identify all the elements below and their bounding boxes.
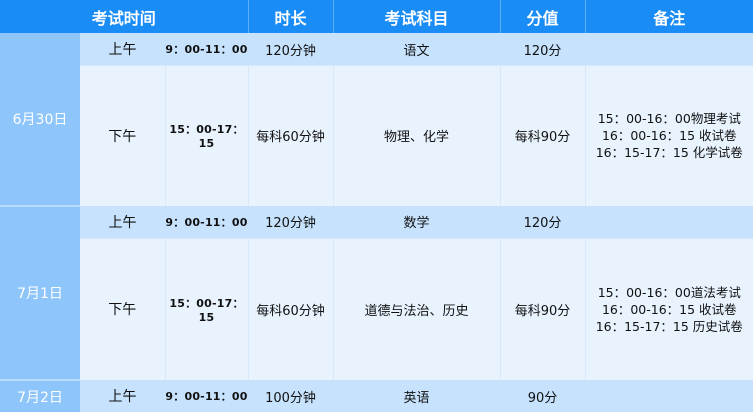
time-cell: 9：00-11：00 bbox=[165, 205, 249, 238]
table-row: 7月2日 上午 9：00-11：00 100分钟 英语 90分 bbox=[0, 380, 753, 412]
table-row: 7月1日 上午 9：00-11：00 120分钟 数学 120分 bbox=[0, 205, 753, 381]
note-line: 16：15-17：15 历史试卷 bbox=[595, 318, 743, 334]
note-line: 16：15-17：15 化学试卷 bbox=[595, 145, 743, 161]
note-line: 16：00-16：15 收试卷 bbox=[601, 301, 737, 317]
note-line: 15：00-16：00物理考试 bbox=[597, 111, 741, 127]
notes-cell bbox=[585, 33, 753, 66]
header-row: 考试时间 时长 考试科目 分值 备注 bbox=[0, 0, 753, 33]
table-row: 下午 15：00-17：15 每科60分钟 道德与法治、历史 每科90分 15：… bbox=[0, 237, 753, 380]
session-cell: 上午 bbox=[80, 33, 165, 66]
score-cell: 90分 bbox=[500, 380, 586, 412]
duration-cell: 每科60分钟 bbox=[247, 237, 334, 380]
time-cell: 9：00-11：00 bbox=[165, 380, 249, 412]
subject-cell: 物理、化学 bbox=[332, 65, 501, 206]
session-cell: 下午 bbox=[80, 65, 165, 206]
date-cell: 7月2日 bbox=[0, 380, 80, 412]
session-cell: 上午 bbox=[80, 380, 165, 412]
session-cell: 上午 bbox=[80, 205, 165, 238]
date-cell: 7月1日 bbox=[0, 205, 80, 381]
notes-cell bbox=[585, 205, 753, 238]
duration-cell: 120分钟 bbox=[248, 33, 334, 66]
subject-cell: 数学 bbox=[333, 205, 501, 238]
time-cell: 9：00-11：00 bbox=[165, 33, 249, 66]
score-cell: 120分 bbox=[500, 33, 586, 66]
duration-cell: 120分钟 bbox=[248, 205, 334, 238]
note-line: 15：00-16：00道法考试 bbox=[597, 284, 741, 300]
subject-cell: 英语 bbox=[333, 380, 501, 412]
duration-cell: 100分钟 bbox=[248, 380, 334, 412]
score-cell: 每科90分 bbox=[499, 65, 586, 206]
subject-cell: 语文 bbox=[333, 33, 501, 66]
header-subject: 考试科目 bbox=[332, 0, 501, 33]
header-notes: 备注 bbox=[584, 0, 753, 33]
table-row: 6月30日 上午 9：00-11：00 120分钟 语文 120分 bbox=[0, 33, 753, 207]
date-cell: 6月30日 bbox=[0, 33, 80, 207]
header-score: 分值 bbox=[499, 0, 586, 33]
session-cell: 下午 bbox=[80, 237, 165, 380]
subject-cell: 道德与法治、历史 bbox=[332, 237, 501, 380]
notes-cell: 15：00-16：00物理考试 16：00-16：15 收试卷 16：15-17… bbox=[584, 65, 753, 206]
header-duration: 时长 bbox=[247, 0, 334, 33]
note-line: 16：00-16：15 收试卷 bbox=[601, 128, 737, 144]
notes-cell bbox=[585, 380, 753, 412]
header-exam-time: 考试时间 bbox=[0, 0, 249, 33]
time-cell: 15：00-17：15 bbox=[164, 237, 249, 380]
notes-cell: 15：00-16：00道法考试 16：00-16：15 收试卷 16：15-17… bbox=[584, 237, 753, 380]
table-row: 下午 15：00-17：15 每科60分钟 物理、化学 每科90分 15：00-… bbox=[0, 65, 753, 206]
duration-cell: 每科60分钟 bbox=[247, 65, 334, 206]
score-cell: 每科90分 bbox=[499, 237, 586, 380]
score-cell: 120分 bbox=[500, 205, 586, 238]
time-cell: 15：00-17：15 bbox=[164, 65, 249, 206]
